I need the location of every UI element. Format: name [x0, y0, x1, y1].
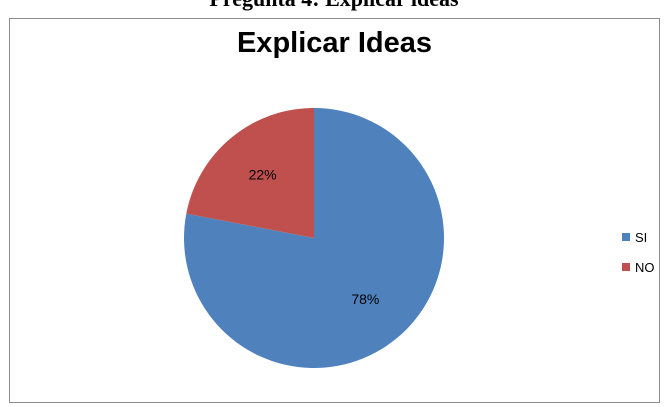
legend-item-no: NO — [622, 259, 655, 275]
legend-label-si: SI — [635, 229, 648, 245]
chart-area: Explicar Ideas 78% 22% SI NO — [9, 18, 660, 403]
legend-swatch-si — [622, 233, 630, 241]
legend-item-si: SI — [622, 229, 655, 245]
caption-text: Pregunta 4: Explicar ideas — [0, 0, 668, 12]
data-label-si: 78% — [351, 291, 379, 307]
pie-chart: 78% 22% — [184, 108, 444, 368]
data-label-no: 22% — [249, 167, 277, 183]
pie-slice-no — [186, 108, 314, 238]
chart-title: Explicar Ideas — [236, 27, 433, 59]
legend-swatch-no — [622, 263, 630, 271]
chart-legend: SI NO — [622, 229, 655, 289]
legend-label-no: NO — [635, 259, 655, 275]
page-caption: Pregunta 4: Explicar ideas — [0, 0, 668, 18]
